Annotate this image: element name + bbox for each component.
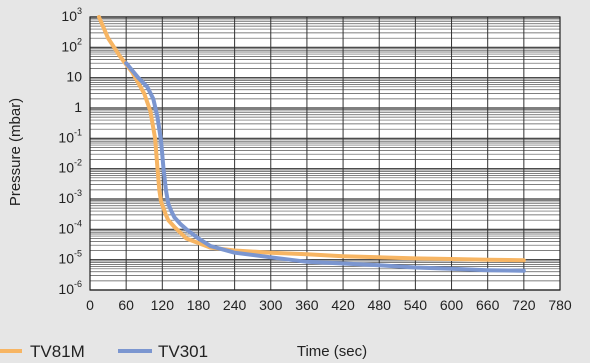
x-tick-label: 120 xyxy=(151,297,175,313)
y-tick-label: 10-2 xyxy=(58,158,82,176)
legend-label-tv301: TV301 xyxy=(158,342,208,361)
x-tick-label: 180 xyxy=(187,297,211,313)
y-tick-label: 10 xyxy=(66,69,82,85)
y-tick-label: 10-4 xyxy=(58,218,82,236)
x-tick-label: 420 xyxy=(331,297,355,313)
legend: TV81M TV301 xyxy=(0,342,208,361)
series-lines xyxy=(97,15,526,273)
x-tick-label: 720 xyxy=(512,297,536,313)
y-tick-label: 103 xyxy=(61,6,82,24)
x-tick-label: 60 xyxy=(118,297,134,313)
x-tick-label: 780 xyxy=(548,297,572,313)
y-tick-label: 10-1 xyxy=(58,127,82,145)
x-tick-label: 0 xyxy=(86,297,94,313)
x-axis-tick-labels: 0 60 120 180 240 300 360 420 480 540 600 660 720 780 xyxy=(86,297,572,313)
legend-label-tv81m: TV81M xyxy=(30,342,85,361)
y-tick-label: 10-5 xyxy=(58,249,82,267)
plot-frame xyxy=(89,16,561,291)
y-tick-label: 10-3 xyxy=(58,188,82,206)
x-tick-label: 660 xyxy=(476,297,500,313)
x-tick-label: 240 xyxy=(223,297,247,313)
x-axis-title: Time (sec) xyxy=(297,343,367,360)
gridlines xyxy=(89,16,561,291)
y-axis-title: Pressure (mbar) xyxy=(7,98,24,206)
plot-background xyxy=(90,17,560,290)
x-tick-label: 600 xyxy=(440,297,464,313)
x-tick-label: 480 xyxy=(368,297,392,313)
y-tick-label: 102 xyxy=(61,36,82,54)
y-tick-label: 10-6 xyxy=(58,279,82,297)
series-line-tv301 xyxy=(124,61,526,273)
y-tick-label: 1 xyxy=(74,99,82,115)
plot-border xyxy=(89,16,561,291)
series-line-tv81m xyxy=(97,15,526,263)
x-tick-label: 360 xyxy=(295,297,319,313)
x-tick-label: 300 xyxy=(259,297,283,313)
x-tick-label: 540 xyxy=(404,297,428,313)
